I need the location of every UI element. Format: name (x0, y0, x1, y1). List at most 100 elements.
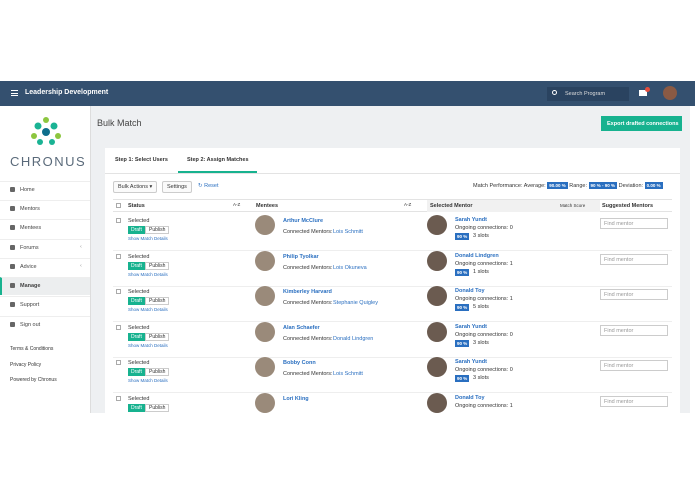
checkbox[interactable] (116, 203, 121, 208)
tab-underline (178, 171, 257, 173)
nav-item[interactable]: Advice (20, 264, 37, 270)
reset-link[interactable]: ↻ Reset (198, 183, 219, 189)
label: Deviation: (618, 183, 644, 189)
column-header: Status (128, 203, 145, 209)
bulk-actions-button[interactable]: Bulk Actions ▾ (113, 181, 158, 193)
nav-item-bg[interactable] (0, 239, 90, 257)
nav-item[interactable]: Home (20, 187, 35, 193)
draft-button[interactable]: Draft (128, 332, 145, 341)
footer-link[interactable]: Powered by Chronus (10, 377, 57, 383)
find-mentor-input[interactable]: Find mentor (600, 396, 668, 407)
mentee-avatar (255, 321, 275, 342)
publish-button[interactable]: Publish (145, 332, 170, 341)
publish-button[interactable]: Publish (145, 297, 170, 306)
find-mentor-input[interactable]: Find mentor (600, 218, 668, 229)
nav-item[interactable]: Forums (20, 245, 39, 251)
footer-link[interactable]: Privacy Policy (10, 361, 42, 368)
app-title: Leadership Development (25, 89, 109, 96)
settings-button[interactable]: Settings (162, 181, 192, 193)
draft-button[interactable]: Draft (128, 226, 145, 234)
sort-toggle[interactable]: A-Z (404, 202, 412, 207)
mentee-name[interactable]: Alan Schaefer (283, 324, 320, 331)
checkbox[interactable] (116, 253, 121, 259)
mentor-avatar (427, 357, 447, 378)
publish-button[interactable]: Publish (145, 404, 170, 412)
footer-link[interactable]: Terms & Conditions (10, 346, 54, 352)
mentee-name[interactable]: Kimberley Harvard (283, 289, 332, 296)
connected-mentor[interactable]: Lois Okuneva (333, 264, 367, 271)
match-details-link[interactable]: Show Match Details (128, 307, 168, 313)
nav-item-bg[interactable] (0, 277, 90, 295)
draft-button[interactable]: Draft (128, 404, 145, 412)
match-score: 90 % (455, 304, 470, 312)
checkbox[interactable] (116, 324, 121, 330)
match-score: 90 % (455, 268, 470, 276)
mentor-avatar (427, 250, 447, 271)
status: Selected (128, 218, 150, 224)
column-header: Suggested Mentors (602, 203, 654, 209)
connected-mentor[interactable]: Stephanie Quigley (333, 300, 378, 307)
nav-item-bg[interactable] (0, 258, 90, 276)
mentor-name[interactable]: Donald Toy (455, 288, 485, 295)
find-mentor-input[interactable]: Find mentor (600, 324, 668, 336)
nav-item-bg[interactable] (0, 316, 90, 334)
connected-label: Connected Mentors: (283, 229, 333, 235)
draft-button[interactable]: Draft (128, 261, 145, 270)
match-score: 90 % (455, 375, 470, 383)
tab-active[interactable]: Step 2: Assign Matches (187, 157, 249, 163)
user-avatar[interactable] (663, 86, 677, 100)
match-score: 90 % (455, 339, 470, 347)
checkbox[interactable] (116, 218, 121, 223)
nav-item-bg[interactable] (0, 296, 90, 314)
mentee-name[interactable]: Arthur McClure (283, 218, 324, 224)
match-details-link[interactable]: Show Match Details (128, 236, 168, 241)
nav-item[interactable]: Mentors (20, 206, 40, 212)
menu-icon[interactable] (11, 90, 18, 96)
ongoing-connections: Ongoing connections: 0 (455, 331, 513, 338)
mail-icon[interactable] (639, 90, 647, 96)
match-details-link[interactable]: Show Match Details (128, 271, 168, 277)
nav-item-bg[interactable] (0, 200, 90, 218)
mentor-name[interactable]: Sarah Yundt (455, 359, 487, 366)
find-mentor-input[interactable]: Find mentor (600, 289, 668, 301)
connected-mentor[interactable]: Donald Lindgren (333, 335, 374, 342)
table-row: Selected Draft Publish Show Match Details Ki… (113, 286, 672, 323)
search-box[interactable]: Search Program (547, 87, 629, 101)
publish-button[interactable]: Publish (145, 226, 170, 234)
connected-label: Connected Mentors: (283, 264, 333, 271)
draft-button[interactable]: Draft (128, 297, 145, 306)
publish-button[interactable]: Publish (145, 368, 170, 377)
draft-button[interactable]: Draft (128, 368, 145, 377)
connected-mentor[interactable]: Lois Schmitt (333, 229, 363, 235)
nav-item[interactable]: Manage (20, 283, 41, 289)
checkbox[interactable] (116, 289, 121, 295)
sort-toggle[interactable]: Match Score (560, 203, 586, 208)
sort-toggle[interactable]: A-Z (233, 202, 241, 207)
checkbox[interactable] (116, 396, 121, 401)
header-highlight (427, 200, 600, 212)
find-mentor-input[interactable]: Find mentor (600, 253, 668, 265)
nav-item[interactable]: Support (20, 302, 40, 308)
publish-button[interactable]: Publish (145, 261, 170, 270)
ongoing-connections: Ongoing connections: 1 (455, 403, 513, 409)
connected-mentor[interactable]: Lois Schmitt (333, 371, 363, 378)
find-mentor-input[interactable]: Find mentor (600, 360, 668, 372)
match-details-link[interactable]: Show Match Details (128, 342, 168, 348)
export-button[interactable]: Export drafted connections (601, 116, 682, 131)
nav-item[interactable]: Mentees (20, 225, 42, 231)
nav-item-bg[interactable] (0, 181, 90, 199)
nav-item[interactable]: Sign out (20, 322, 41, 328)
mentor-name[interactable]: Sarah Yundt (455, 217, 487, 223)
mentor-name[interactable]: Sarah Yundt (455, 323, 487, 330)
tab[interactable]: Step 1: Select Users (115, 157, 168, 163)
match-details-link[interactable]: Show Match Details (128, 378, 168, 384)
mentee-name[interactable]: Lori Kling (283, 396, 309, 402)
nav-item-bg[interactable] (0, 219, 90, 237)
mentee-avatar (255, 250, 275, 271)
checkbox[interactable] (116, 360, 121, 366)
mentor-name[interactable]: Donald Toy (455, 395, 485, 401)
mentor-name[interactable]: Donald Lindgren (455, 252, 499, 259)
top-bar: Leadership Development Search Program (0, 81, 695, 106)
mentee-name[interactable]: Philip Tyolkar (283, 253, 319, 260)
mentee-name[interactable]: Bobby Conn (283, 360, 316, 367)
